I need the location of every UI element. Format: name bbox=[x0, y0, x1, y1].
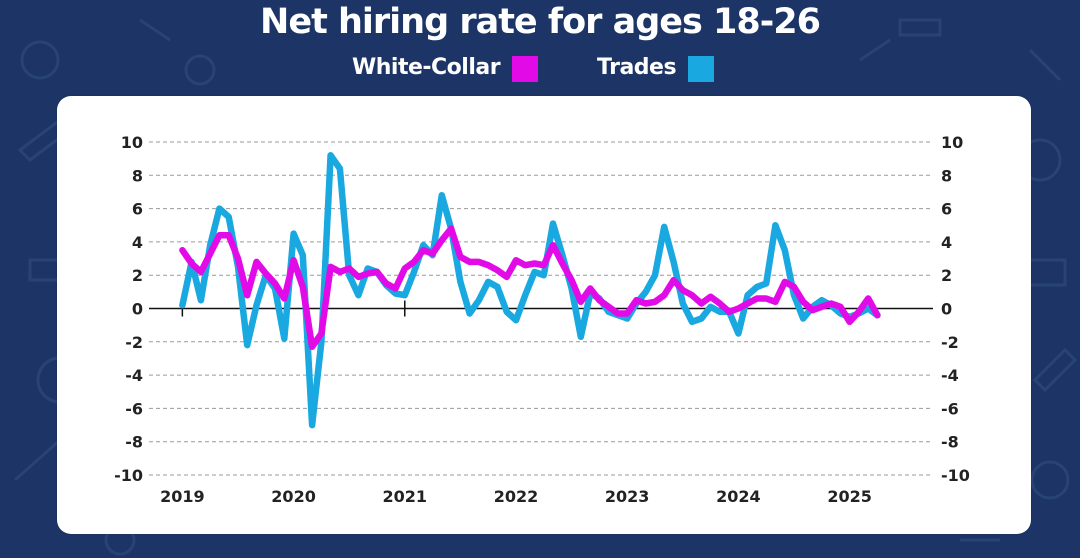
y-tick-label-left: -2 bbox=[125, 333, 143, 352]
y-tick-label-left: -4 bbox=[125, 366, 143, 385]
x-tick-label: 2020 bbox=[271, 487, 316, 506]
y-tick-label-left: -6 bbox=[125, 399, 143, 418]
y-tick-label-right: -10 bbox=[941, 466, 970, 485]
line-chart: 10 10 8 8 6 6 4 4 2 2 0 0 -2 -2 -4 -4 -6 -6 -8 -8 -10 -10 2019… bbox=[114, 133, 970, 506]
y-tick-label-right: -2 bbox=[941, 333, 959, 352]
y-tick-label-left: -10 bbox=[114, 466, 143, 485]
series-line-white-collar bbox=[179, 225, 881, 351]
legend: White-Collar Trades bbox=[0, 52, 1080, 88]
chart-title: Net hiring rate for ages 18-26 bbox=[260, 2, 821, 42]
y-tick-label-right: -6 bbox=[941, 399, 959, 418]
legend-label: White-Collar bbox=[352, 54, 501, 80]
x-tick-label: 2025 bbox=[827, 487, 872, 506]
legend-item-trades: Trades bbox=[597, 52, 715, 82]
y-tick-label-right: 8 bbox=[941, 166, 952, 185]
y-tick-label-right: -4 bbox=[941, 366, 959, 385]
legend-swatch bbox=[688, 56, 715, 82]
y-tick-label-left: -8 bbox=[125, 433, 143, 452]
y-tick-label-right: 2 bbox=[941, 266, 952, 285]
chart-card: 10 10 8 8 6 6 4 4 2 2 0 0 -2 -2 -4 -4 -6 -6 -8 -8 -10 -10 2019… bbox=[57, 96, 1031, 534]
legend-swatch bbox=[512, 56, 539, 82]
x-tick-label: 2022 bbox=[494, 487, 539, 506]
legend-label: Trades bbox=[597, 54, 677, 80]
x-tick-label: 2023 bbox=[605, 487, 650, 506]
y-tick-label-left: 0 bbox=[132, 300, 143, 319]
x-tick-label: 2019 bbox=[160, 487, 205, 506]
y-tick-label-right: -8 bbox=[941, 433, 959, 452]
y-tick-label-left: 4 bbox=[132, 233, 143, 252]
x-tick-label: 2021 bbox=[383, 487, 428, 506]
y-tick-label-left: 10 bbox=[121, 133, 143, 152]
y-tick-label-right: 6 bbox=[941, 200, 952, 219]
y-tick-label-left: 6 bbox=[132, 200, 143, 219]
legend-item-white-collar: White-Collar bbox=[352, 52, 539, 82]
y-tick-label-right: 10 bbox=[941, 133, 963, 152]
y-tick-label-left: 2 bbox=[132, 266, 143, 285]
series-line-trades bbox=[179, 152, 881, 429]
y-tick-label-right: 0 bbox=[941, 300, 952, 319]
x-tick-label: 2024 bbox=[716, 487, 761, 506]
y-tick-label-right: 4 bbox=[941, 233, 952, 252]
y-tick-label-left: 8 bbox=[132, 166, 143, 185]
